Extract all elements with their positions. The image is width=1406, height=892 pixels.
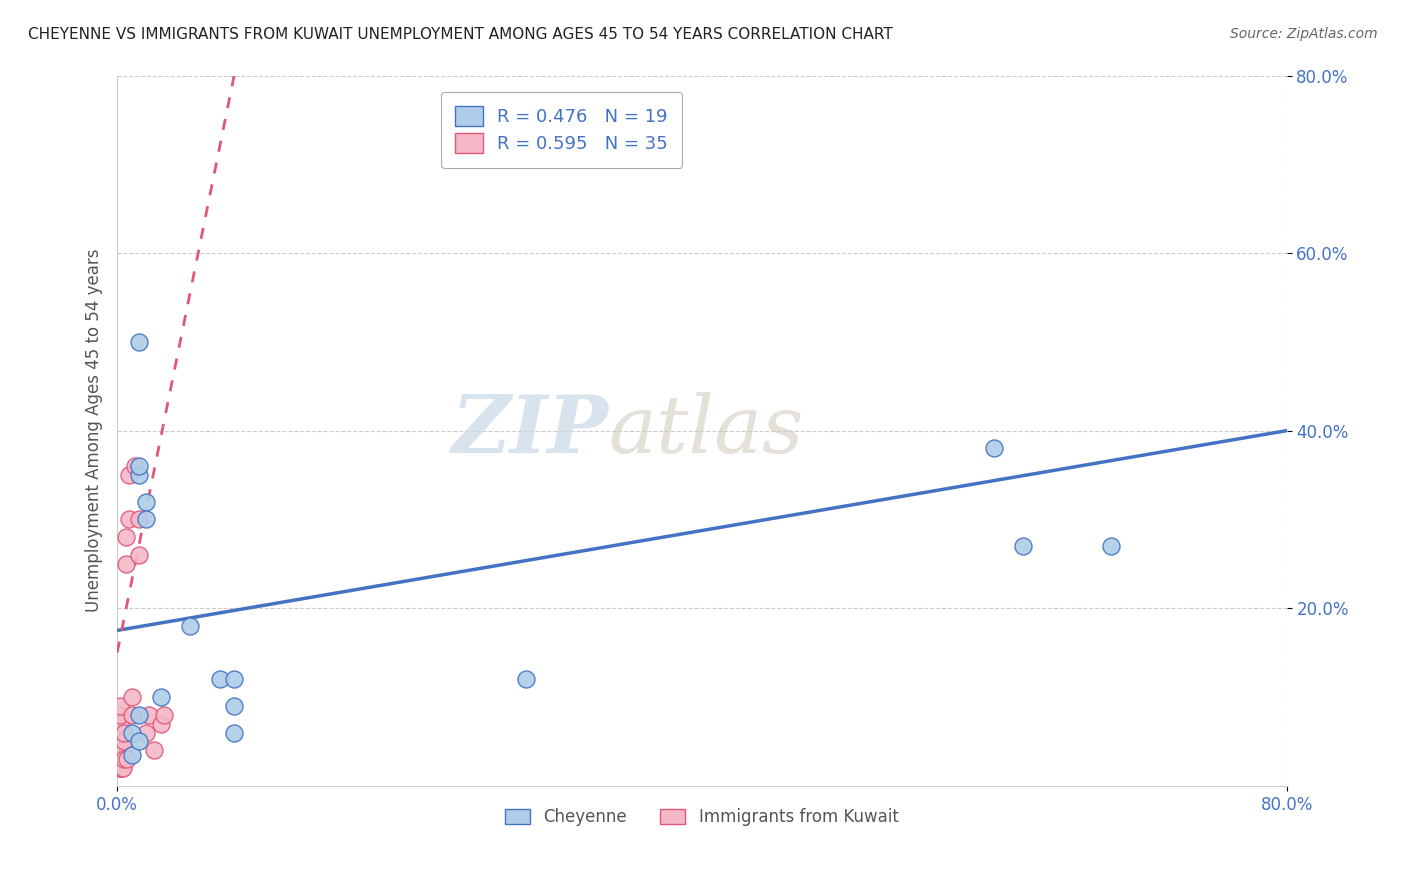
Point: [128, 468, 150, 483]
Point: [128, 548, 150, 562]
Point: [153, 707, 176, 722]
Point: [108, 725, 131, 739]
Point: [128, 334, 150, 349]
Point: [1099, 539, 1122, 553]
Point: [108, 761, 131, 775]
Point: [118, 512, 141, 526]
Point: [128, 707, 150, 722]
Point: [108, 698, 131, 713]
Point: [112, 743, 135, 757]
Point: [224, 698, 246, 713]
Point: [115, 557, 138, 571]
Point: [128, 459, 150, 474]
Point: [108, 707, 131, 722]
Point: [135, 725, 157, 739]
Point: [135, 512, 157, 526]
Point: [108, 752, 131, 766]
Point: [128, 734, 150, 748]
Point: [121, 747, 143, 762]
Point: [110, 752, 132, 766]
Point: [179, 619, 201, 633]
Y-axis label: Unemployment Among Ages 45 to 54 years: Unemployment Among Ages 45 to 54 years: [86, 249, 103, 613]
Point: [515, 672, 537, 686]
Point: [108, 752, 131, 766]
Point: [112, 761, 135, 775]
Point: [108, 761, 131, 775]
Point: [114, 752, 136, 766]
Point: [108, 743, 131, 757]
Point: [118, 468, 141, 483]
Point: [150, 716, 173, 731]
Point: [128, 512, 150, 526]
Point: [150, 690, 173, 704]
Point: [1012, 539, 1035, 553]
Point: [121, 707, 143, 722]
Point: [110, 761, 132, 775]
Legend: Cheyenne, Immigrants from Kuwait: Cheyenne, Immigrants from Kuwait: [496, 799, 907, 834]
Point: [983, 442, 1005, 456]
Point: [108, 743, 131, 757]
Point: [208, 672, 231, 686]
Text: Source: ZipAtlas.com: Source: ZipAtlas.com: [1230, 27, 1378, 41]
Point: [114, 725, 136, 739]
Point: [121, 725, 143, 739]
Point: [142, 743, 165, 757]
Point: [115, 530, 138, 544]
Point: [114, 734, 136, 748]
Point: [117, 752, 139, 766]
Text: CHEYENNE VS IMMIGRANTS FROM KUWAIT UNEMPLOYMENT AMONG AGES 45 TO 54 YEARS CORREL: CHEYENNE VS IMMIGRANTS FROM KUWAIT UNEMP…: [28, 27, 893, 42]
Point: [224, 672, 246, 686]
Point: [224, 725, 246, 739]
Point: [121, 690, 143, 704]
Text: ZIP: ZIP: [451, 392, 609, 469]
Point: [138, 707, 160, 722]
Text: atlas: atlas: [609, 392, 804, 469]
Point: [124, 459, 146, 474]
Point: [108, 716, 131, 731]
Point: [135, 494, 157, 508]
Point: [108, 734, 131, 748]
Point: [108, 734, 131, 748]
Point: [108, 756, 131, 771]
